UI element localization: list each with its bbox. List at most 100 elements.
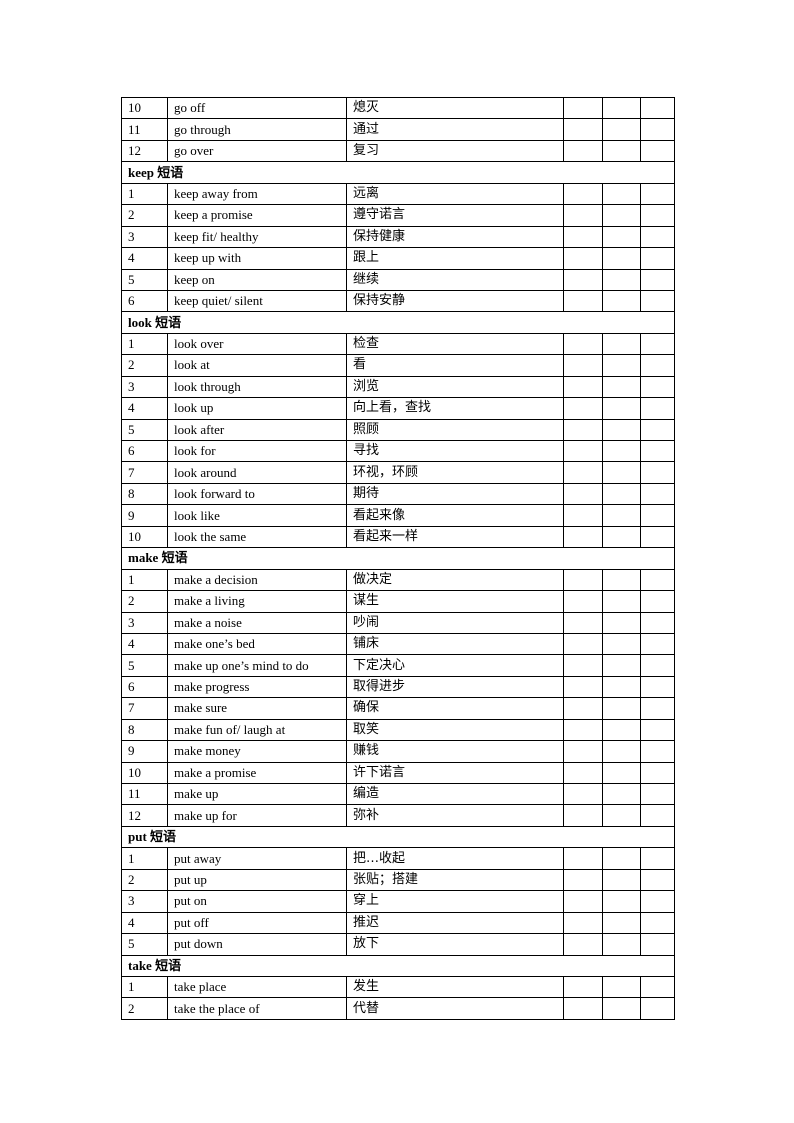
chinese-meaning: 浏览 xyxy=(346,375,564,399)
blank-check-cell xyxy=(640,525,675,549)
phrase-row: 5 make up one’s mind to do 下定决心 xyxy=(121,654,675,677)
chinese-meaning: 保持健康 xyxy=(346,225,564,249)
row-number: 3 xyxy=(121,375,168,399)
english-phrase: look over xyxy=(167,332,347,356)
blank-check-cell xyxy=(602,225,641,249)
phrase-row: 2 take the place of 代替 xyxy=(121,997,675,1020)
blank-check-cell xyxy=(563,632,603,656)
blank-check-cell xyxy=(640,868,675,892)
blank-check-cell xyxy=(602,289,641,313)
blank-check-cell xyxy=(640,139,675,163)
blank-check-cell xyxy=(602,611,641,634)
blank-check-cell xyxy=(563,782,603,806)
blank-check-cell xyxy=(602,354,641,377)
row-number: 6 xyxy=(121,439,168,463)
row-number: 4 xyxy=(121,247,168,270)
blank-check-cell xyxy=(563,504,603,527)
phrase-row: 3 look through 浏览 xyxy=(121,375,675,399)
blank-check-cell xyxy=(602,761,641,785)
blank-check-cell xyxy=(640,182,675,206)
english-phrase: make progress xyxy=(167,675,347,699)
phrase-row: 7 make sure 确保 xyxy=(121,697,675,720)
chinese-meaning: 远离 xyxy=(346,182,564,206)
blank-check-cell xyxy=(640,332,675,356)
chinese-meaning: 看起来一样 xyxy=(346,525,564,549)
row-number: 1 xyxy=(121,332,168,356)
blank-check-cell xyxy=(602,568,641,592)
blank-check-cell xyxy=(563,118,603,141)
blank-check-cell xyxy=(602,975,641,999)
blank-check-cell xyxy=(563,332,603,356)
blank-check-cell xyxy=(563,611,603,634)
row-number: 9 xyxy=(121,504,168,527)
blank-check-cell xyxy=(640,118,675,141)
row-number: 3 xyxy=(121,611,168,634)
chinese-meaning: 放下 xyxy=(346,933,564,956)
blank-check-cell xyxy=(563,482,603,506)
english-phrase: take the place of xyxy=(167,997,347,1020)
phrase-row: 3 make a noise 吵闹 xyxy=(121,611,675,634)
english-phrase: look after xyxy=(167,418,347,442)
blank-check-cell xyxy=(563,675,603,699)
blank-check-cell xyxy=(563,289,603,313)
blank-check-cell xyxy=(602,182,641,206)
english-phrase: look for xyxy=(167,439,347,463)
row-number: 8 xyxy=(121,482,168,506)
row-number: 10 xyxy=(121,525,168,549)
blank-check-cell xyxy=(602,697,641,720)
english-phrase: make up xyxy=(167,782,347,806)
chinese-meaning: 赚钱 xyxy=(346,740,564,763)
row-number: 12 xyxy=(121,804,168,827)
blank-check-cell xyxy=(602,718,641,742)
row-number: 7 xyxy=(121,461,168,484)
blank-check-cell xyxy=(640,847,675,870)
blank-check-cell xyxy=(640,654,675,677)
blank-check-cell xyxy=(563,654,603,677)
chinese-meaning: 谋生 xyxy=(346,590,564,613)
blank-check-cell xyxy=(563,697,603,720)
phrase-row: 8 make fun of/ laugh at 取笑 xyxy=(121,718,675,742)
blank-check-cell xyxy=(602,847,641,870)
blank-check-cell xyxy=(563,439,603,463)
blank-check-cell xyxy=(640,418,675,442)
chinese-meaning: 继续 xyxy=(346,268,564,291)
english-phrase: put up xyxy=(167,868,347,892)
row-number: 2 xyxy=(121,354,168,377)
phrase-row: 4 look up 向上看，查找 xyxy=(121,397,675,420)
blank-check-cell xyxy=(640,933,675,956)
chinese-meaning: 下定决心 xyxy=(346,654,564,677)
blank-check-cell xyxy=(602,397,641,420)
blank-check-cell xyxy=(602,997,641,1020)
blank-check-cell xyxy=(563,718,603,742)
english-phrase: make up for xyxy=(167,804,347,827)
phrase-row: 2 make a living 谋生 xyxy=(121,590,675,613)
blank-check-cell xyxy=(563,247,603,270)
blank-check-cell xyxy=(563,997,603,1020)
phrase-table-body: 10 go off 熄灭 11 go through 通过 12 go over 复习 keep … xyxy=(121,96,675,1020)
english-phrase: keep quiet/ silent xyxy=(167,289,347,313)
row-number: 12 xyxy=(121,139,168,163)
blank-check-cell xyxy=(563,975,603,999)
row-number: 5 xyxy=(121,418,168,442)
chinese-meaning: 吵闹 xyxy=(346,611,564,634)
chinese-meaning: 发生 xyxy=(346,975,564,999)
english-phrase: put off xyxy=(167,911,347,935)
phrase-row: 1 put away 把…收起 xyxy=(121,847,675,870)
chinese-meaning: 做决定 xyxy=(346,568,564,592)
phrase-row: 1 take place 发生 xyxy=(121,975,675,999)
phrase-row: 9 look like 看起来像 xyxy=(121,504,675,527)
section-header-row: keep 短语 xyxy=(121,161,675,184)
phrase-table: 10 go off 熄灭 11 go through 通过 12 go over 复习 keep … xyxy=(121,96,675,1020)
phrase-row: 12 go over 复习 xyxy=(121,139,675,163)
row-number: 3 xyxy=(121,225,168,249)
blank-check-cell xyxy=(640,354,675,377)
blank-check-cell xyxy=(602,504,641,527)
blank-check-cell xyxy=(563,354,603,377)
blank-check-cell xyxy=(602,439,641,463)
blank-check-cell xyxy=(602,590,641,613)
phrase-row: 6 keep quiet/ silent 保持安静 xyxy=(121,289,675,313)
blank-check-cell xyxy=(640,504,675,527)
chinese-meaning: 跟上 xyxy=(346,247,564,270)
phrase-row: 11 make up 编造 xyxy=(121,782,675,806)
phrase-row: 10 look the same 看起来一样 xyxy=(121,525,675,549)
